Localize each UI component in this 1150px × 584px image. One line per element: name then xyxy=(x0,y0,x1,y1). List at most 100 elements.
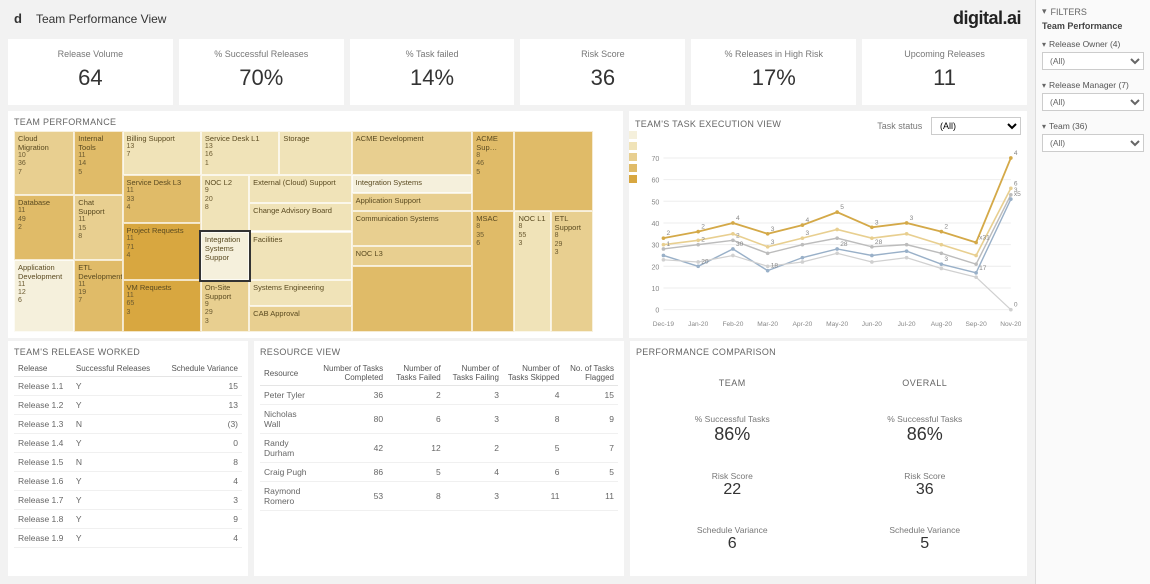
svg-text:30: 30 xyxy=(736,241,744,248)
treemap-cell[interactable]: ACME Development xyxy=(352,131,473,175)
treemap-cell[interactable]: Cloud Migration10367 xyxy=(14,131,74,195)
treemap-cell[interactable]: Chat Support11158 xyxy=(74,195,122,259)
treemap-cell[interactable]: Database11492 xyxy=(14,195,74,259)
svg-text:Apr-20: Apr-20 xyxy=(793,321,813,328)
treemap-cell[interactable]: Storage xyxy=(279,131,351,175)
table-row[interactable]: Release 1.3N(3) xyxy=(14,415,242,434)
kpi-card-3[interactable]: Risk Score36 xyxy=(520,39,685,105)
kpi-value: 64 xyxy=(14,65,167,91)
kpi-value: 36 xyxy=(526,65,679,91)
treemap-cell[interactable] xyxy=(514,131,592,211)
treemap-cell[interactable]: NOC L18553 xyxy=(514,211,550,332)
treemap-title: TEAM PERFORMANCE xyxy=(14,117,617,127)
table-row[interactable]: Peter Tyler3623415 xyxy=(260,386,618,405)
task-status-select[interactable]: (All) xyxy=(931,117,1021,135)
perf-team-sched: 6 xyxy=(636,535,829,553)
treemap[interactable]: Cloud Migration10367Internal Tools11145B… xyxy=(14,131,617,332)
treemap-cell[interactable]: Integration Systems Suppor xyxy=(201,232,249,280)
treemap-cell[interactable]: MSAC8356 xyxy=(472,211,514,332)
treemap-cell[interactable]: VM Requests11653 xyxy=(123,280,201,332)
svg-text:28: 28 xyxy=(875,239,883,246)
release-worked-title: TEAM'S RELEASE WORKED xyxy=(14,347,242,357)
perf-team-header: TEAM xyxy=(636,378,829,388)
perf-overall-sched-label: Schedule Variance xyxy=(829,525,1022,535)
treemap-cell[interactable]: Integration Systems xyxy=(352,175,473,193)
filter-select[interactable]: (All) xyxy=(1042,52,1144,70)
treemap-legend xyxy=(629,131,637,183)
treemap-cell[interactable]: CAB Approval xyxy=(249,306,352,332)
treemap-cell[interactable]: NOC L29208 xyxy=(201,175,249,231)
filter-label: Release Owner (4) xyxy=(1042,39,1144,49)
svg-text:17: 17 xyxy=(979,265,987,272)
table-row[interactable]: Release 1.9Y4 xyxy=(14,529,242,548)
filter-icon: ▾ xyxy=(1042,6,1047,17)
filters-header: FILTERS xyxy=(1051,7,1087,17)
svg-text:28: 28 xyxy=(840,241,848,248)
perf-team-success: 86% xyxy=(636,424,829,445)
table-row[interactable]: Craig Pugh865465 xyxy=(260,463,618,482)
chevron-down-icon[interactable] xyxy=(1042,39,1046,49)
svg-text:2: 2 xyxy=(666,230,670,237)
treemap-cell[interactable]: External (Cloud) Support xyxy=(249,175,352,203)
filter-select[interactable]: (All) xyxy=(1042,93,1144,111)
treemap-panel: TEAM PERFORMANCE Cloud Migration10367Int… xyxy=(8,111,623,338)
treemap-cell[interactable]: Change Advisory Board xyxy=(249,203,352,231)
treemap-cell[interactable]: Billing Support137 xyxy=(123,131,201,175)
treemap-cell[interactable]: Project Requests11714 xyxy=(123,223,201,279)
treemap-cell[interactable]: Service Desk L113161 xyxy=(201,131,279,175)
table-row[interactable]: Randy Durham4212257 xyxy=(260,434,618,463)
treemap-cell[interactable]: ACME Sup…8465 xyxy=(472,131,514,211)
table-row[interactable]: Release 1.7Y3 xyxy=(14,491,242,510)
table-row[interactable]: Release 1.4Y0 xyxy=(14,434,242,453)
kpi-card-5[interactable]: Upcoming Releases11 xyxy=(862,39,1027,105)
perf-overall-risk-label: Risk Score xyxy=(829,471,1022,481)
kpi-card-2[interactable]: % Task failed14% xyxy=(350,39,515,105)
kpi-card-0[interactable]: Release Volume64 xyxy=(8,39,173,105)
chevron-down-icon[interactable] xyxy=(1042,80,1046,90)
treemap-cell[interactable]: Application Development11126 xyxy=(14,260,74,332)
svg-text:3: 3 xyxy=(910,215,914,222)
svg-text:5: 5 xyxy=(840,204,844,211)
svg-text:18: 18 xyxy=(771,263,779,270)
filters-subtitle: Team Performance xyxy=(1042,21,1144,31)
svg-text:Mar-20: Mar-20 xyxy=(757,321,778,328)
treemap-cell[interactable]: Application Support xyxy=(352,193,473,211)
treemap-cell[interactable] xyxy=(352,266,473,332)
table-row[interactable]: Release 1.8Y9 xyxy=(14,510,242,529)
svg-text:Jun-20: Jun-20 xyxy=(862,321,882,328)
table-row[interactable]: Release 1.2Y13 xyxy=(14,396,242,415)
treemap-cell[interactable]: Systems Engineering xyxy=(249,280,352,306)
kpi-card-4[interactable]: % Releases in High Risk17% xyxy=(691,39,856,105)
treemap-cell[interactable]: ETL Support8293 xyxy=(551,211,593,332)
treemap-cell[interactable]: Communication Systems xyxy=(352,211,473,245)
filter-select[interactable]: (All) xyxy=(1042,134,1144,152)
table-row[interactable]: Raymond Romero53831111 xyxy=(260,482,618,511)
perf-overall-sched: 5 xyxy=(829,535,1022,553)
treemap-cell[interactable]: Facilities xyxy=(249,232,352,280)
chevron-down-icon[interactable] xyxy=(1042,121,1046,131)
table-header: No. of Tasks Flagged xyxy=(563,361,618,386)
table-header: Schedule Variance xyxy=(161,361,242,377)
treemap-cell[interactable]: Internal Tools11145 xyxy=(74,131,122,195)
svg-text:20: 20 xyxy=(651,263,659,271)
perf-overall-risk: 36 xyxy=(829,481,1022,499)
table-row[interactable]: Nicholas Wall806389 xyxy=(260,405,618,434)
svg-text:2: 2 xyxy=(736,232,740,239)
svg-text:60: 60 xyxy=(651,177,659,185)
line-chart[interactable]: 010203040506070Dec-19Jan-20Feb-20Mar-20A… xyxy=(635,139,1021,332)
perf-compare-panel: PERFORMANCE COMPARISON TEAM % Successful… xyxy=(630,341,1027,576)
table-row[interactable]: Release 1.5N8 xyxy=(14,453,242,472)
table-row[interactable]: Release 1.6Y4 xyxy=(14,472,242,491)
svg-text:4: 4 xyxy=(1014,150,1018,157)
kpi-card-1[interactable]: % Successful Releases70% xyxy=(179,39,344,105)
svg-text:Nov-20: Nov-20 xyxy=(1000,321,1021,328)
filter-label: Team (36) xyxy=(1042,121,1144,131)
table-row[interactable]: Release 1.1Y15 xyxy=(14,377,242,396)
svg-text:Feb-20: Feb-20 xyxy=(722,321,743,328)
treemap-cell[interactable]: Service Desk L311334 xyxy=(123,175,201,223)
perf-team-risk-label: Risk Score xyxy=(636,471,829,481)
treemap-cell[interactable]: NOC L3 xyxy=(352,246,473,266)
treemap-cell[interactable]: ETL Development11197 xyxy=(74,260,122,332)
treemap-cell[interactable]: On-Site Support9293 xyxy=(201,280,249,332)
svg-text:30: 30 xyxy=(651,242,659,250)
